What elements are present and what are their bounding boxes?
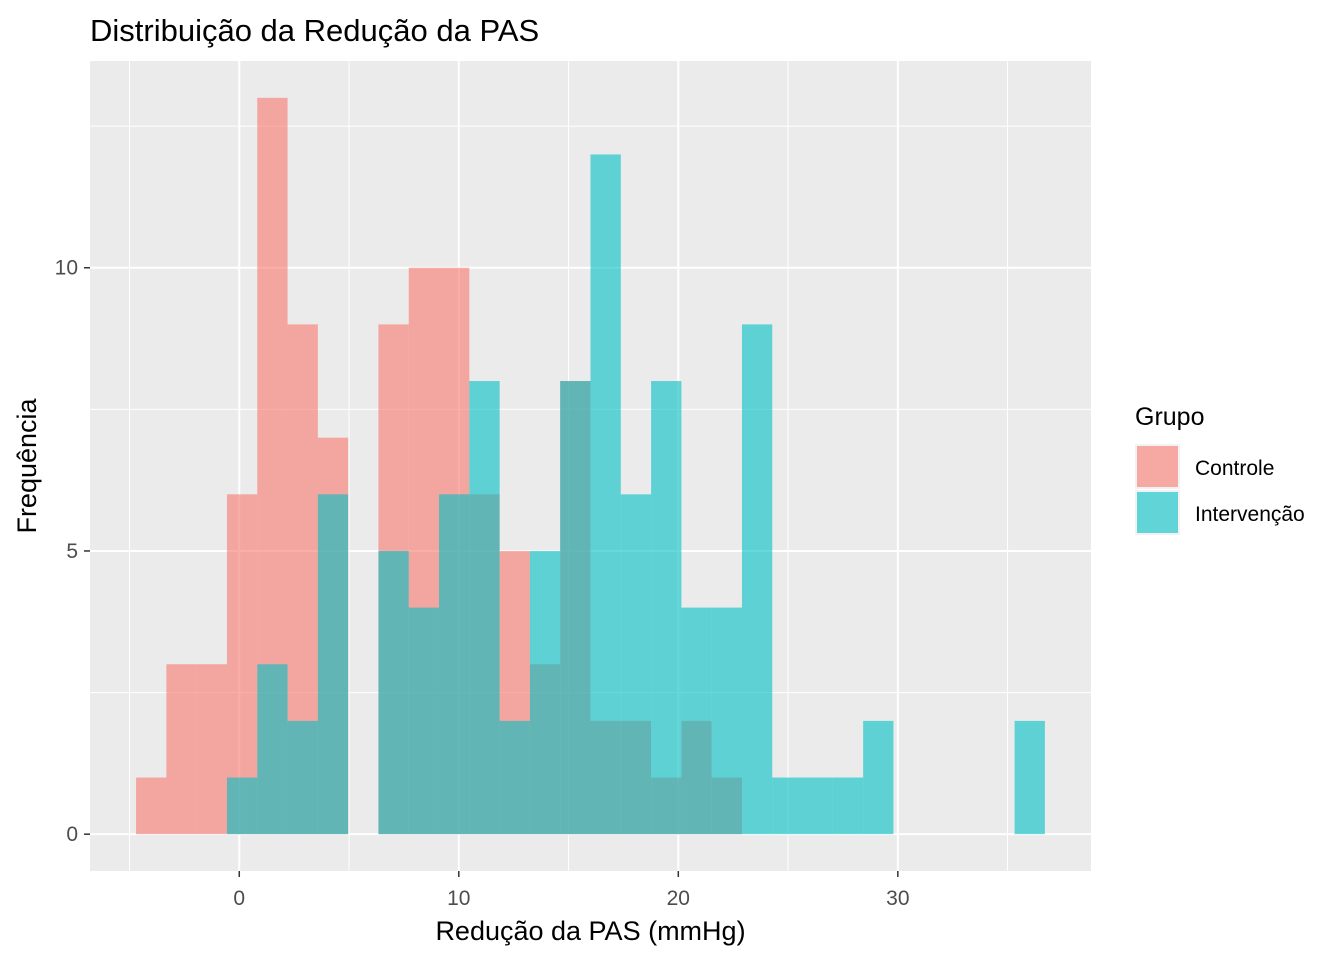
bar-intervencao-22 bbox=[802, 777, 833, 835]
bar-intervencao-10 bbox=[439, 494, 470, 835]
x-axis-title: Redução da PAS (mmHg) bbox=[435, 916, 745, 946]
x-tick-label: 20 bbox=[667, 887, 690, 910]
x-tick-label: 10 bbox=[447, 887, 470, 910]
bar-intervencao-4 bbox=[257, 664, 288, 835]
bar-intervencao-23 bbox=[832, 777, 864, 835]
x-axis-ticks: 0 10 20 30 bbox=[233, 871, 910, 910]
x-tick-label: 30 bbox=[886, 887, 909, 910]
bar-intervencao-20 bbox=[741, 324, 773, 835]
x-tick-label: 0 bbox=[233, 887, 245, 910]
y-tick-label: 10 bbox=[55, 257, 78, 280]
bars bbox=[136, 97, 1045, 835]
bar-intervencao-14 bbox=[560, 381, 591, 835]
y-axis-title: Frequência bbox=[12, 397, 42, 533]
bar-intervencao-15 bbox=[590, 154, 621, 835]
legend-title: Grupo bbox=[1135, 403, 1204, 431]
y-tick-label: 0 bbox=[66, 823, 78, 846]
y-axis-ticks: 0 5 10 bbox=[55, 257, 90, 846]
bar-intervencao-16 bbox=[620, 494, 652, 835]
bar-intervencao-3 bbox=[226, 777, 258, 835]
legend-label-intervencao: Intervenção bbox=[1195, 503, 1305, 526]
bar-intervencao-11 bbox=[469, 381, 500, 835]
bar-intervencao-6 bbox=[317, 494, 349, 835]
bar-intervencao-29 bbox=[1014, 720, 1045, 835]
bar-intervencao-19 bbox=[711, 607, 742, 835]
bar-intervencao-18 bbox=[681, 607, 712, 835]
bar-intervencao-13 bbox=[529, 550, 561, 835]
bar-intervencao-21 bbox=[772, 777, 803, 835]
bar-intervencao-12 bbox=[499, 720, 530, 835]
bar-controle-1 bbox=[166, 664, 197, 835]
bar-controle-2 bbox=[196, 664, 227, 835]
legend: Grupo Controle Intervenção bbox=[1135, 403, 1305, 535]
bar-intervencao-5 bbox=[287, 720, 318, 835]
bar-intervencao-9 bbox=[408, 607, 440, 835]
legend-key-controle bbox=[1137, 446, 1178, 487]
bar-controle-0 bbox=[136, 777, 167, 835]
bar-intervencao-24 bbox=[863, 720, 894, 835]
chart-title: Distribuição da Redução da PAS bbox=[90, 13, 539, 48]
y-tick-label: 5 bbox=[66, 540, 78, 563]
bar-intervencao-8 bbox=[378, 550, 409, 835]
legend-label-controle: Controle bbox=[1195, 457, 1274, 480]
legend-key-intervencao bbox=[1137, 492, 1178, 533]
bar-intervencao-17 bbox=[651, 381, 682, 835]
